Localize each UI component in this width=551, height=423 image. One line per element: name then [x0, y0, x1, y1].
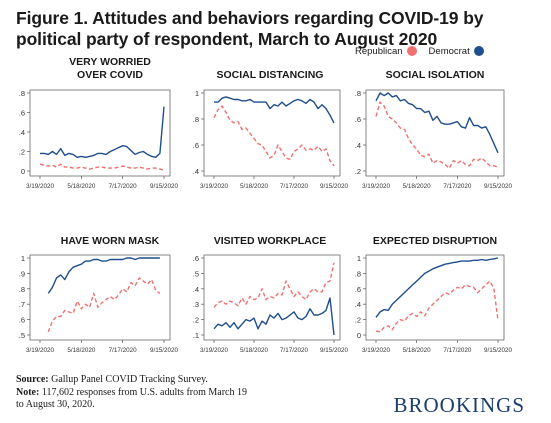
y-tick-label: .1: [193, 331, 199, 340]
x-tick-label: 5/18/2020: [67, 347, 96, 354]
notes-block: Source: Gallup Panel COVID Tracking Surv…: [16, 374, 247, 412]
x-tick-label: 9/15/2020: [484, 183, 513, 190]
panel-frame: [29, 254, 171, 341]
panel-title: SOCIAL DISTANCING: [217, 69, 324, 81]
y-tick-label: .5: [193, 269, 199, 278]
figure-title: Figure 1. Attitudes and behaviors regard…: [16, 8, 484, 49]
y-tick-label: .7: [19, 300, 25, 309]
x-tick-label: 3/19/2020: [200, 183, 229, 190]
y-tick-label: 0: [21, 167, 25, 176]
y-tick-label: .4: [19, 128, 25, 137]
panel-frame: [365, 89, 505, 177]
x-tick-label: 5/18/2020: [403, 183, 432, 190]
y-tick-label: .8: [19, 89, 25, 98]
x-tick-label: 9/15/2020: [484, 347, 513, 354]
legend-label-republican: Republican: [355, 45, 403, 57]
y-tick-label: .8: [355, 89, 361, 98]
y-tick-label: .4: [193, 167, 199, 176]
note-line: Note: 117,602 responses from U.S. adults…: [16, 387, 247, 400]
y-tick-label: .6: [193, 254, 199, 263]
panel-frame: [203, 254, 341, 341]
y-tick-label: 0: [357, 331, 361, 340]
legend-item-republican: Republican: [355, 46, 417, 57]
legend-label-democrat: Democrat: [428, 45, 470, 57]
y-tick-label: .9: [19, 269, 25, 278]
x-tick-label: 3/19/2020: [362, 347, 391, 354]
y-tick-label: .8: [355, 269, 361, 278]
y-tick-label: .2: [355, 316, 361, 325]
x-tick-label: 7/17/2020: [443, 347, 472, 354]
x-tick-label: 9/15/2020: [320, 183, 349, 190]
x-tick-label: 3/19/2020: [26, 183, 55, 190]
y-tick-label: .3: [193, 300, 199, 309]
series-line-republican: [213, 105, 335, 167]
panel-title: HAVE WORN MASK: [61, 235, 160, 247]
panel-title: OVER COVID: [77, 69, 143, 81]
x-tick-label: 5/18/2020: [240, 183, 269, 190]
panel-title: VERY WORRIED: [69, 56, 151, 68]
y-tick-label: .4: [355, 141, 361, 150]
y-tick-label: .2: [355, 167, 361, 176]
legend-item-democrat: Democrat: [429, 46, 484, 57]
x-tick-label: 7/17/2020: [109, 183, 138, 190]
y-tick-label: .4: [355, 300, 361, 309]
y-tick-label: .6: [19, 316, 25, 325]
y-tick-label: .8: [19, 285, 25, 294]
series-line-republican: [39, 163, 165, 171]
panel-frame: [29, 89, 171, 177]
x-tick-label: 3/19/2020: [26, 347, 55, 354]
brookings-logo: BROOKINGS: [393, 393, 525, 417]
legend-dot-republican: [406, 46, 417, 56]
x-tick-label: 5/18/2020: [240, 347, 269, 354]
series-line-republican: [213, 262, 335, 308]
source-label: Source:: [16, 374, 49, 385]
y-tick-label: .2: [193, 316, 199, 325]
y-tick-label: .4: [193, 285, 199, 294]
series-line-democrat: [40, 106, 165, 159]
note-label: Note:: [16, 386, 40, 398]
panel-title: EXPECTED DISRUPTION: [373, 235, 497, 247]
panel-frame: [365, 254, 505, 341]
y-tick-label: 1: [195, 89, 199, 98]
y-tick-label: .6: [193, 141, 199, 150]
x-tick-label: 7/17/2020: [280, 347, 309, 354]
x-tick-label: 3/19/2020: [362, 183, 391, 190]
panel-frame: [203, 89, 341, 177]
x-tick-label: 5/18/2020: [67, 183, 96, 190]
x-tick-label: 7/17/2020: [443, 183, 472, 190]
series-line-democrat: [214, 96, 335, 124]
series-line-democrat: [375, 92, 499, 154]
y-tick-label: .8: [193, 115, 199, 124]
y-tick-label: .6: [355, 285, 361, 294]
series-line-republican: [375, 280, 499, 333]
panel-title: VISITED WORKPLACE: [214, 235, 327, 247]
source-line: Source: Gallup Panel COVID Tracking Surv…: [16, 374, 247, 387]
x-tick-label: 5/18/2020: [403, 347, 432, 354]
series-line-republican: [375, 101, 499, 170]
source-text: Gallup Panel COVID Tracking Survey.: [51, 374, 208, 385]
y-tick-label: .6: [355, 115, 361, 124]
x-tick-label: 7/17/2020: [109, 347, 138, 354]
legend-dot-democrat: [473, 46, 484, 56]
y-tick-label: .5: [19, 331, 25, 340]
series-line-republican: [47, 277, 161, 333]
note-line-2: to August 30, 2020.: [16, 399, 95, 410]
y-tick-label: 1: [357, 254, 361, 263]
legend: Republican Democrat: [355, 44, 490, 58]
x-tick-label: 7/17/2020: [280, 183, 309, 190]
y-tick-label: 1: [21, 254, 25, 263]
series-line-democrat: [213, 297, 335, 336]
x-tick-label: 3/19/2020: [200, 347, 229, 354]
note-text-1: 117,602 responses from U.S. adults from …: [41, 386, 247, 398]
y-tick-label: .2: [19, 148, 25, 157]
y-tick-label: .6: [19, 109, 25, 118]
x-tick-label: 9/15/2020: [150, 183, 179, 190]
x-tick-label: 9/15/2020: [320, 347, 349, 354]
series-line-democrat: [375, 257, 499, 318]
panel-title: SOCIAL ISOLATION: [386, 69, 485, 81]
x-tick-label: 9/15/2020: [150, 347, 179, 354]
series-line-democrat: [47, 257, 160, 294]
